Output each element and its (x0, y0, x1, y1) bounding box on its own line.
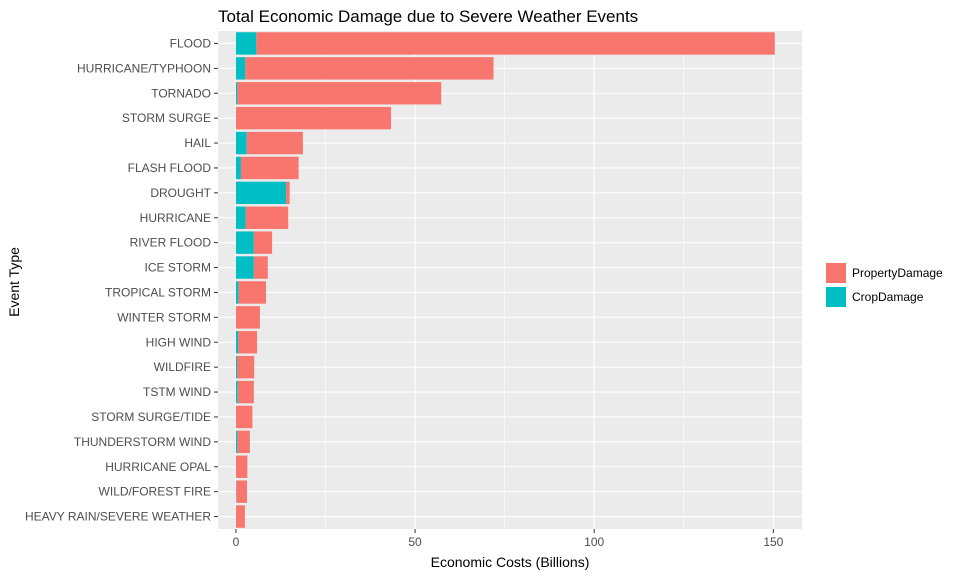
y-tick-label: WINTER STORM (117, 310, 211, 324)
bar-property-damage (256, 32, 775, 55)
bar-crop-damage (235, 331, 239, 354)
bar-property-damage (235, 455, 248, 478)
legend-swatch-crop-damage (826, 287, 846, 307)
y-tick-label: TORNADO (151, 86, 211, 100)
y-tick-label: STORM SURGE (122, 111, 211, 125)
bar-crop-damage (235, 256, 254, 279)
y-tick-label: HEAVY RAIN/SEVERE WEATHER (25, 510, 211, 524)
y-tick-label: WILDFIRE (154, 360, 211, 374)
y-tick-label: HURRICANE/TYPHOON (77, 61, 211, 75)
y-tick-label: RIVER FLOOD (130, 236, 212, 250)
bar-property-damage (245, 206, 289, 229)
x-tick-label: 100 (584, 535, 604, 549)
y-tick-label: HURRICANE (140, 211, 211, 225)
y-tick-label: THUNDERSTORM WIND (74, 435, 211, 449)
bar-crop-damage (235, 32, 257, 55)
bar-crop-damage (235, 82, 238, 105)
bar-crop-damage (235, 57, 246, 80)
bar-property-damage (237, 380, 254, 404)
bar-crop-damage (235, 430, 238, 454)
bar-property-damage (246, 131, 303, 155)
bar-property-damage (235, 106, 392, 130)
bar-crop-damage (235, 181, 287, 205)
bar-crop-damage (235, 156, 241, 180)
y-tick-label: ICE STORM (145, 261, 211, 275)
y-tick-label: FLASH FLOOD (128, 161, 212, 175)
x-tick-label: 50 (408, 535, 422, 549)
legend-swatch-property-damage (826, 263, 846, 283)
legend-item-crop-damage: CropDamage (826, 285, 943, 309)
bar-property-damage (236, 355, 255, 379)
bar-property-damage (245, 57, 494, 80)
y-tick-label: DROUGHT (150, 186, 211, 200)
bar-property-damage (235, 306, 260, 329)
legend-item-property-damage: PropertyDamage (826, 261, 943, 285)
bar-property-damage (238, 331, 258, 354)
x-axis-label: Economic Costs (Billions) (431, 554, 590, 570)
x-tick-label: 0 (233, 535, 240, 549)
bar-property-damage (236, 480, 248, 503)
plot-panel (218, 31, 802, 529)
bar-crop-damage (235, 231, 254, 254)
y-tick-label: FLOOD (170, 36, 212, 50)
bar-property-damage (253, 256, 268, 279)
y-tick-label: HIGH WIND (146, 335, 212, 349)
y-tick-label: TROPICAL STORM (105, 285, 211, 299)
bar-property-damage (240, 156, 299, 180)
bar-crop-damage (235, 281, 239, 304)
bar-property-damage (286, 181, 290, 205)
y-axis-label: Event Type (6, 247, 22, 317)
bar-crop-damage (235, 355, 237, 379)
bar-crop-damage (235, 131, 247, 155)
legend: PropertyDamage CropDamage (826, 261, 943, 309)
bar-property-damage (237, 430, 250, 454)
y-tick-label: TSTM WIND (143, 385, 211, 399)
chart-title: Total Economic Damage due to Severe Weat… (218, 7, 638, 26)
bar-property-damage (235, 405, 253, 429)
bar-property-damage (238, 281, 267, 304)
bar-property-damage (235, 505, 245, 528)
bar-crop-damage (235, 380, 238, 404)
y-tick-label: HURRICANE OPAL (105, 460, 211, 474)
bar-crop-damage (235, 206, 246, 229)
y-tick-label: HAIL (184, 136, 211, 150)
legend-label: PropertyDamage (852, 266, 943, 280)
x-tick-label: 150 (763, 535, 783, 549)
bar-property-damage (253, 231, 273, 254)
bar-property-damage (237, 82, 442, 105)
y-tick-label: STORM SURGE/TIDE (91, 410, 211, 424)
y-tick-label: WILD/FOREST FIRE (99, 485, 211, 499)
legend-label: CropDamage (852, 290, 924, 304)
